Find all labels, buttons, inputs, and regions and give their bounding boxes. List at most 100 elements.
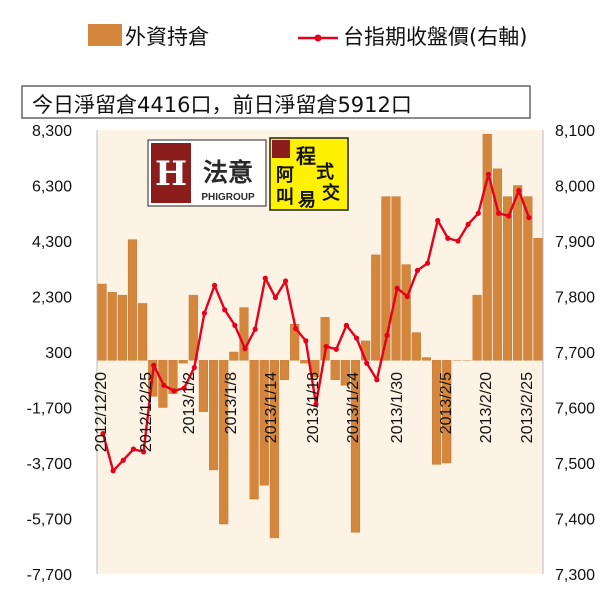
- legend-line-label: 台指期收盤價(右軸): [343, 25, 527, 49]
- bar: [117, 294, 127, 361]
- right-tick-label: 7,600: [555, 401, 595, 418]
- bar: [127, 239, 138, 361]
- program-char-2: 阿: [276, 165, 294, 186]
- bar: [381, 196, 391, 361]
- bar: [432, 360, 442, 465]
- price-point: [110, 468, 116, 474]
- bar: [472, 294, 482, 361]
- phigroup-logo: H 法意 PHIGROUP: [147, 139, 267, 207]
- bar: [279, 360, 290, 380]
- bar: [209, 360, 219, 471]
- price-point: [465, 221, 471, 227]
- phigroup-name-text: 法意: [203, 158, 253, 187]
- right-tick-label: 8,000: [555, 179, 595, 196]
- right-axis-ticks: 8,100 8,000 7,900 7,800 7,700 7,600 7,500 7,400…: [555, 123, 595, 584]
- price-point: [181, 385, 187, 391]
- x-tick-label: 2013/1/14: [263, 372, 280, 443]
- banner-text: 今日淨留倉4416口，前日淨留倉5912口: [32, 93, 412, 117]
- banner: 今日淨留倉4416口，前日淨留倉5912口: [21, 85, 531, 119]
- line-series: [100, 171, 532, 474]
- price-point: [191, 364, 197, 371]
- left-tick-label: -3,700: [27, 456, 72, 473]
- x-tick-label: 2013/2/5: [438, 372, 455, 434]
- price-point: [120, 457, 126, 463]
- bar: [97, 283, 107, 361]
- price-point: [293, 326, 299, 332]
- bar-series: [97, 133, 543, 539]
- phigroup-sub-text: PHIGROUP: [201, 192, 255, 203]
- price-point: [475, 210, 481, 216]
- price-point: [100, 430, 106, 437]
- bar: [239, 307, 249, 361]
- bar: [219, 360, 229, 525]
- right-tick-label: 7,300: [555, 567, 595, 584]
- left-tick-label: 8,300: [32, 123, 72, 140]
- x-tick-label: 2013/1/30: [389, 372, 406, 443]
- program-char-6: 易: [298, 190, 316, 211]
- x-tick-label: 2013/1/24: [345, 372, 362, 443]
- bar: [340, 360, 350, 386]
- price-point: [445, 235, 451, 241]
- left-tick-label: 6,300: [32, 179, 72, 196]
- left-tick-label: -7,700: [27, 567, 72, 584]
- phigroup-mark-text: H: [155, 154, 187, 194]
- price-point: [435, 217, 441, 224]
- right-tick-label: 7,800: [555, 290, 595, 307]
- price-point: [506, 213, 512, 219]
- price-point: [262, 275, 268, 281]
- price-point: [151, 362, 157, 368]
- bar: [492, 168, 502, 361]
- bar: [371, 254, 381, 361]
- bar: [320, 317, 330, 361]
- price-point: [516, 187, 522, 194]
- left-tick-label: -5,700: [27, 512, 72, 529]
- left-tick-label: 4,300: [32, 234, 72, 251]
- bar: [421, 357, 431, 361]
- bar: [350, 360, 361, 533]
- price-point: [485, 171, 492, 177]
- x-tick-label: 2013/1/18: [305, 372, 322, 443]
- price-point: [130, 446, 137, 452]
- program-trading-logo: 程 阿 式 叫 交 易: [269, 137, 349, 211]
- x-axis-tick-labels: 2012/12/20 2012/12/25 2013/1/2 2013/1/8 2013…: [93, 372, 536, 452]
- left-tick-label: 300: [45, 345, 72, 362]
- price-point: [495, 210, 502, 216]
- legend: 外資持倉 台指期收盤價(右軸): [88, 24, 527, 49]
- bar: [513, 185, 523, 361]
- price-point: [364, 360, 370, 366]
- bar: [168, 360, 178, 394]
- x-tick-label: 2012/12/20: [93, 372, 110, 452]
- price-point: [424, 260, 431, 266]
- legend-line-marker: [314, 34, 322, 42]
- bar: [533, 238, 543, 361]
- right-tick-label: 8,100: [555, 123, 595, 140]
- x-tick-label: 2012/12/25: [138, 372, 155, 452]
- x-tick-label: 2013/2/20: [478, 372, 495, 443]
- program-char-1: 程: [296, 144, 316, 168]
- price-point: [161, 382, 167, 388]
- price-point: [353, 335, 360, 341]
- bar: [523, 196, 533, 361]
- bar: [401, 264, 411, 361]
- right-tick-label: 7,900: [555, 234, 595, 251]
- left-axis-ticks: 8,300 6,300 4,300 2,300 300 -1,700 -3,700 -5,70…: [27, 123, 72, 584]
- bar: [198, 360, 208, 412]
- bar: [411, 332, 421, 361]
- price-point: [211, 282, 218, 288]
- price-point: [374, 377, 380, 383]
- program-logo-emblem: [272, 140, 290, 158]
- x-tick-label: 2013/2/25: [519, 372, 536, 443]
- bar: [229, 351, 239, 361]
- price-point: [252, 326, 258, 332]
- right-tick-label: 7,700: [555, 345, 595, 362]
- program-char-3: 式: [316, 161, 334, 183]
- left-tick-label: -1,700: [27, 401, 72, 418]
- price-point: [455, 238, 461, 244]
- bar: [249, 360, 259, 500]
- price-point: [171, 388, 177, 394]
- price-point: [272, 295, 279, 301]
- price-point: [394, 285, 400, 291]
- bar: [502, 196, 513, 361]
- legend-bar-swatch: [88, 24, 122, 46]
